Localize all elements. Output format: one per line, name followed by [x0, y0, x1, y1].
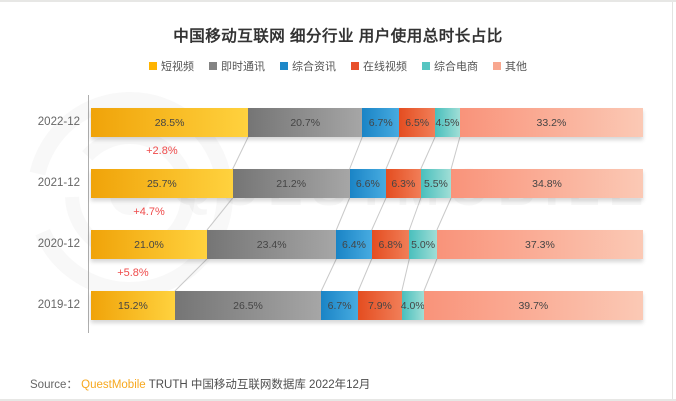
bar-segment: 6.5% [399, 108, 436, 137]
bar-segment-value: 6.4% [342, 238, 366, 251]
yoy-delta-label: +5.8% [117, 267, 149, 279]
bar-segment-value: 33.2% [536, 116, 567, 129]
bar-segment: 39.7% [423, 291, 643, 320]
bar-segment-value: 6.3% [391, 177, 416, 190]
y-axis-line [88, 95, 89, 333]
legend-label: 综合资讯 [292, 61, 336, 73]
category-label: 2021-12 [37, 177, 80, 189]
bar-segment-value: 34.8% [532, 177, 562, 190]
bar-segment: 5.5% [420, 169, 452, 198]
legend-label: 其他 [505, 61, 527, 73]
yoy-delta-label: +4.7% [133, 206, 165, 218]
legend-swatch-icon [280, 62, 288, 70]
card-right-border [672, 2, 673, 399]
chart-plot-area: QUESTMOBILE 2022-1228.5%20.7%6.7%6.5%4.5… [0, 92, 676, 344]
bar-segment-value: 5.5% [423, 177, 448, 190]
bar-segment: 20.7% [248, 108, 363, 137]
legend: 短视频 即时通讯 综合资讯 在线视频 综合电商 其他 [0, 58, 676, 74]
bar-segment: 6.6% [349, 169, 387, 198]
bar-segment: 21.2% [232, 169, 350, 198]
legend-item: 综合资讯 [280, 58, 336, 74]
chart-title: 中国移动互联网 细分行业 用户使用总时长占比 [173, 28, 503, 45]
bar-segment: 21.0% [91, 230, 208, 259]
bar-segment-value: 21.0% [134, 238, 164, 251]
category-label: 2022-12 [37, 116, 80, 128]
bar-segment-value: 25.7% [146, 177, 177, 190]
category-label: 2020-12 [37, 238, 80, 250]
legend-swatch-icon [149, 62, 157, 70]
bar-segment: 4.5% [435, 108, 460, 137]
legend-item: 短视频 [149, 58, 194, 74]
legend-swatch-icon [209, 62, 217, 70]
bar-segment: 6.7% [362, 108, 400, 137]
legend-swatch-icon [422, 62, 430, 70]
legend-label: 综合电商 [434, 61, 478, 73]
bar-segment-value: 20.7% [290, 116, 321, 129]
bar-segment-value: 6.5% [405, 116, 430, 129]
bar-segment-value: 4.0% [400, 299, 425, 312]
stacked-bar-row: 25.7% 21.2% 6.6% 6.3% 5.5% 34.8% [91, 169, 643, 198]
bar-segment-value: 6.6% [355, 177, 380, 190]
bar-segment: 28.5% [91, 108, 249, 137]
bar-segment-value: 6.7% [327, 299, 352, 312]
bar-segment: 4.0% [400, 291, 425, 320]
bar-segment-value: 26.5% [233, 299, 263, 312]
stacked-bar-row: 28.5% 20.7% 6.7% 6.5% 4.5% 33.2% [91, 108, 643, 137]
bar-segment-value: 37.3% [525, 238, 555, 251]
bar-segment: 34.8% [451, 169, 643, 198]
source-rest: TRUTH 中国移动互联网数据库 2022年12月 [148, 379, 371, 391]
legend-label: 在线视频 [363, 61, 407, 73]
bar-segment-value: 39.7% [518, 299, 549, 312]
source-note: Source： QuestMobile TRUTH 中国移动互联网数据库 202… [30, 376, 370, 392]
bar-segment-value: 6.8% [378, 238, 403, 251]
legend-item: 综合电商 [422, 58, 478, 74]
bar-segment-value: 5.0% [411, 238, 436, 251]
legend-swatch-icon [351, 62, 359, 70]
bar-segment: 7.9% [358, 291, 402, 320]
bar-segment-value: 4.5% [435, 116, 460, 129]
bar-segment: 37.3% [436, 230, 643, 259]
bar-segment: 33.2% [459, 108, 643, 137]
bar-segment: 6.7% [321, 291, 359, 320]
bar-segment: 6.3% [386, 169, 421, 198]
bar-segment: 5.0% [409, 230, 437, 259]
yoy-delta-label: +2.8% [146, 145, 178, 157]
stacked-bar-row: 21.0% 23.4% 6.4% 6.8% 5.0% 37.3% [91, 230, 643, 259]
legend-swatch-icon [493, 62, 501, 70]
legend-item: 其他 [493, 58, 527, 74]
bar-segment: 26.5% [174, 291, 322, 320]
bar-segment: 6.8% [371, 230, 410, 259]
legend-label: 短视频 [161, 61, 194, 73]
category-label: 2019-12 [37, 299, 80, 311]
source-brand: QuestMobile [81, 379, 146, 391]
bar-segment: 15.2% [91, 291, 175, 320]
legend-item: 在线视频 [351, 58, 407, 74]
bar-segment-value: 23.4% [256, 238, 287, 251]
bar-segment: 6.4% [336, 230, 372, 259]
legend-label: 即时通讯 [221, 61, 265, 73]
legend-item: 即时通讯 [209, 58, 265, 74]
bar-segment: 23.4% [207, 230, 337, 259]
bar-segment-value: 28.5% [154, 116, 185, 129]
bar-segment-value: 6.7% [368, 116, 393, 129]
bar-segment-value: 21.2% [276, 177, 307, 190]
bar-segment: 25.7% [91, 169, 233, 198]
stacked-bar-row: 15.2% 26.5% 6.7% 7.9% 4.0% 39.7% [91, 291, 643, 320]
bar-segment-value: 15.2% [118, 299, 148, 312]
source-prefix: Source： [30, 379, 78, 391]
bar-segment-value: 7.9% [367, 299, 392, 312]
segment-connector-lines [174, 136, 461, 292]
